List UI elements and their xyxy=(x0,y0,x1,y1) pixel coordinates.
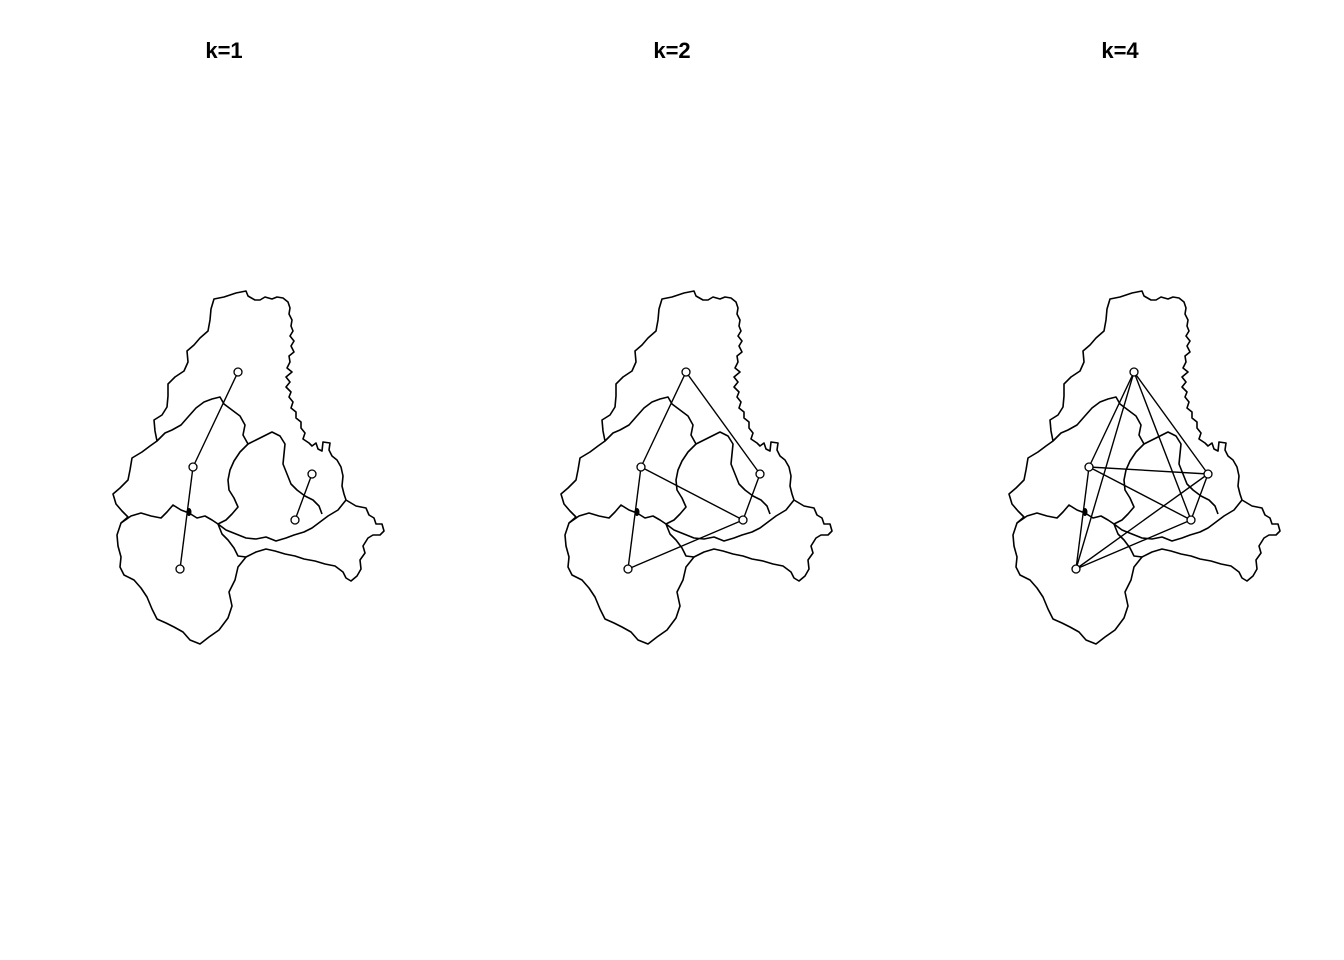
region-boundary xyxy=(604,396,697,525)
centroid-point xyxy=(1203,469,1213,479)
neighbor-edge xyxy=(627,466,642,570)
panel-title: k=4 xyxy=(1101,38,1139,63)
centroid-point xyxy=(1084,462,1094,472)
region-boundary xyxy=(156,396,249,525)
panel-title: k=2 xyxy=(653,38,691,63)
neighbor-edge xyxy=(1075,371,1135,570)
map-plot xyxy=(112,290,385,645)
region-boundary xyxy=(120,504,247,558)
centroid-point xyxy=(1186,515,1196,525)
neighbor-edge xyxy=(1088,371,1135,468)
neighbor-edge xyxy=(1075,519,1192,570)
neighbor-edge xyxy=(742,473,761,521)
region-boundary xyxy=(1143,431,1219,515)
region-boundary xyxy=(1113,499,1243,542)
neighbor-edge xyxy=(1075,473,1209,570)
neighbor-edge xyxy=(1190,473,1209,521)
neighbor-edge xyxy=(192,371,239,468)
centroid-point xyxy=(755,469,765,479)
region-boundary xyxy=(665,499,795,542)
neighbor-edge xyxy=(1088,466,1192,521)
region-boundary xyxy=(1052,396,1145,525)
neighbor-edge xyxy=(1088,466,1209,475)
neighbor-edge xyxy=(1075,466,1090,570)
centroid-point xyxy=(307,469,317,479)
centroid-point xyxy=(290,515,300,525)
panel-k4: k=4 xyxy=(896,0,1344,960)
map-plot xyxy=(1008,290,1281,645)
neighbor-edge xyxy=(685,371,761,475)
neighbor-edge xyxy=(1133,371,1192,521)
centroid-point xyxy=(188,462,198,472)
centroid-point xyxy=(681,367,691,377)
neighbor-edge xyxy=(1133,371,1209,475)
neighbor-edge xyxy=(627,519,744,570)
map-plot xyxy=(560,290,833,645)
centroid-point xyxy=(1071,564,1081,574)
region-boundary xyxy=(1016,504,1143,558)
centroid-point xyxy=(233,367,243,377)
neighbor-edge xyxy=(179,466,194,570)
region-outline xyxy=(560,290,833,645)
centroid-point xyxy=(175,564,185,574)
centroid-point xyxy=(1129,367,1139,377)
region-boundary xyxy=(217,499,347,542)
neighbor-edge xyxy=(640,371,687,468)
region-outline xyxy=(112,290,385,645)
neighbor-edge xyxy=(640,466,744,521)
centroid-point xyxy=(636,462,646,472)
region-boundary xyxy=(247,431,323,515)
region-outline xyxy=(1008,290,1281,645)
region-boundary xyxy=(695,431,771,515)
neighbor-edge xyxy=(294,473,313,521)
centroid-point xyxy=(738,515,748,525)
centroid-point xyxy=(623,564,633,574)
panel-k1: k=1 xyxy=(0,0,448,960)
panel-k2: k=2 xyxy=(448,0,896,960)
region-boundary xyxy=(568,504,695,558)
panel-title: k=1 xyxy=(205,38,243,63)
